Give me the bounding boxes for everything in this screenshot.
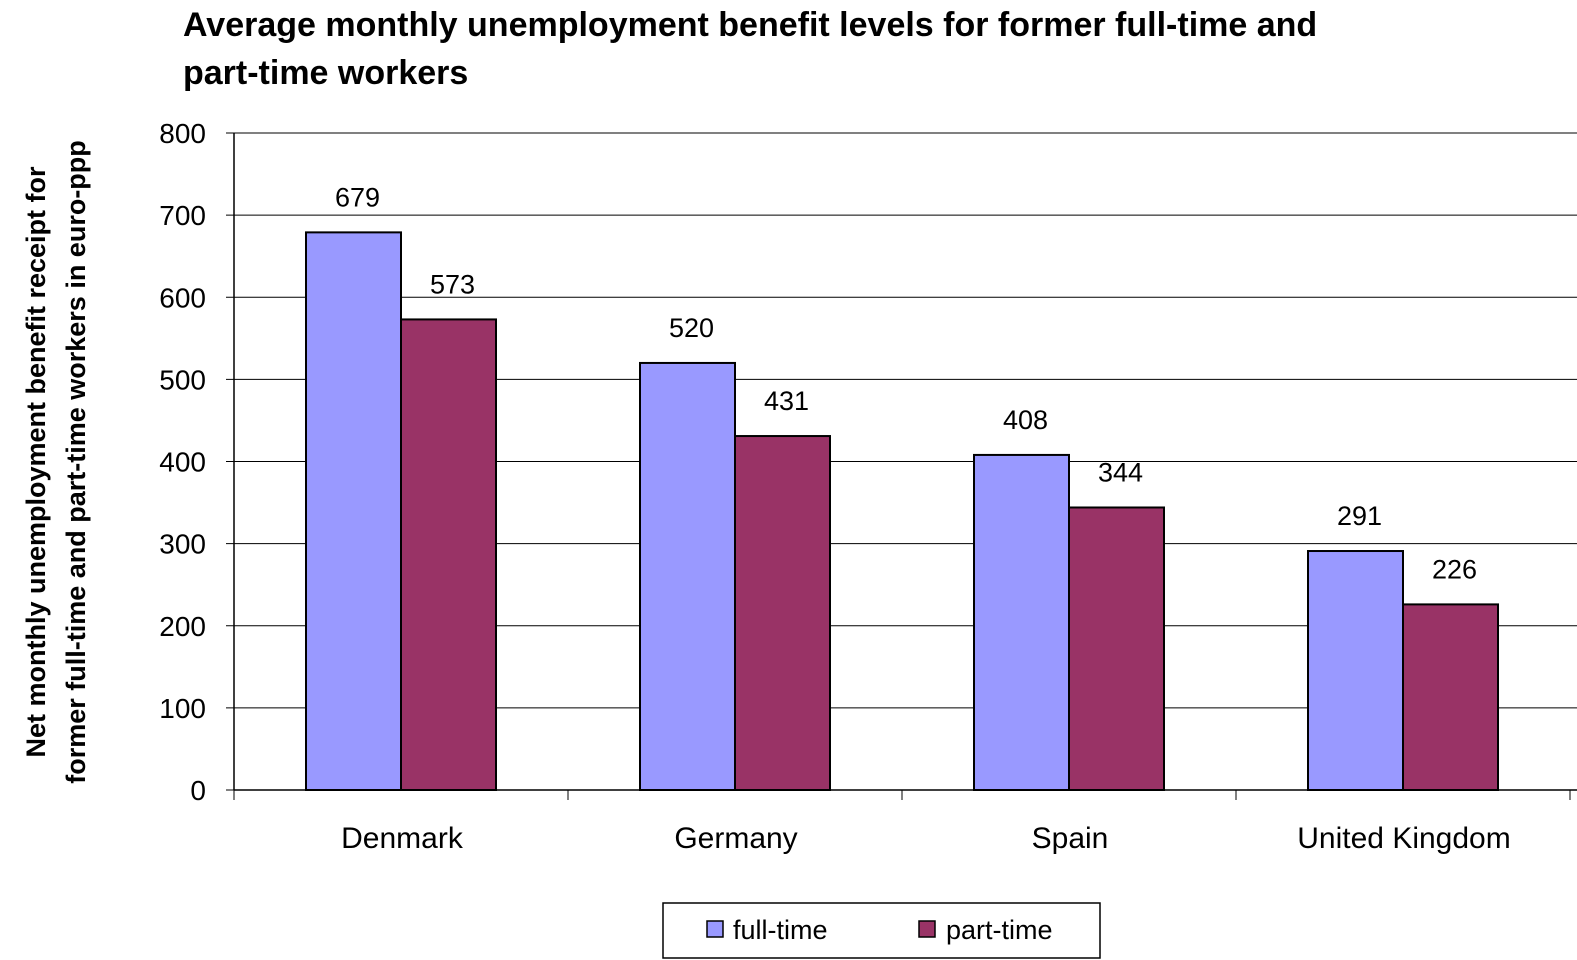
legend: full-time part-time [662,902,1101,959]
data-label-part-time: 573 [430,269,475,299]
x-category-label: Spain [1032,822,1109,855]
data-label-part-time: 344 [1098,457,1143,487]
x-category-label: United Kingdom [1297,822,1510,855]
bar-part-time [1068,506,1165,791]
plot-area: 0 100 200 300 400 500 600 700 800 Denmark 679 573 Ge… [159,118,1577,855]
bar-full-time [1307,550,1404,791]
bar-part-time [1402,603,1499,792]
y-axis-label-line-2: former full-time and part-time workers i… [61,140,91,784]
x-category-label: Germany [674,822,797,855]
legend-label-full-time: full-time [733,915,828,945]
y-tick-label: 200 [159,611,206,642]
legend-box [662,902,1101,959]
y-tick-label: 300 [159,529,206,560]
y-tick-label: 100 [159,693,206,724]
data-label-part-time: 431 [764,386,809,416]
y-axis-label: Net monthly unemployment benefit receipt… [21,140,91,784]
y-tick-label: 700 [159,200,206,231]
data-label-full-time: 679 [335,182,380,212]
bar-part-time [734,435,831,791]
y-tick-label: 0 [190,775,206,806]
data-label-full-time: 520 [669,313,714,343]
legend-swatch-full-time [706,920,724,938]
bar-full-time [973,453,1070,791]
legend-swatch-part-time [918,920,936,938]
chart-title-line-1: Average monthly unemployment benefit lev… [183,6,1317,44]
bar-full-time [305,231,402,791]
y-tick-label: 600 [159,282,206,313]
y-tick-label: 500 [159,364,206,395]
bar-part-time [400,318,497,791]
data-label-part-time: 226 [1432,554,1477,584]
y-tick-label: 800 [159,118,206,149]
y-axis-label-line-1: Net monthly unemployment benefit receipt… [21,166,51,758]
x-category-label: Denmark [341,822,464,855]
legend-label-part-time: part-time [946,915,1053,945]
data-label-full-time: 291 [1337,501,1382,531]
bar-full-time [639,361,736,791]
y-tick-label: 400 [159,447,206,478]
data-label-full-time: 408 [1003,405,1048,435]
chart-title-line-2: part-time workers [183,54,468,92]
